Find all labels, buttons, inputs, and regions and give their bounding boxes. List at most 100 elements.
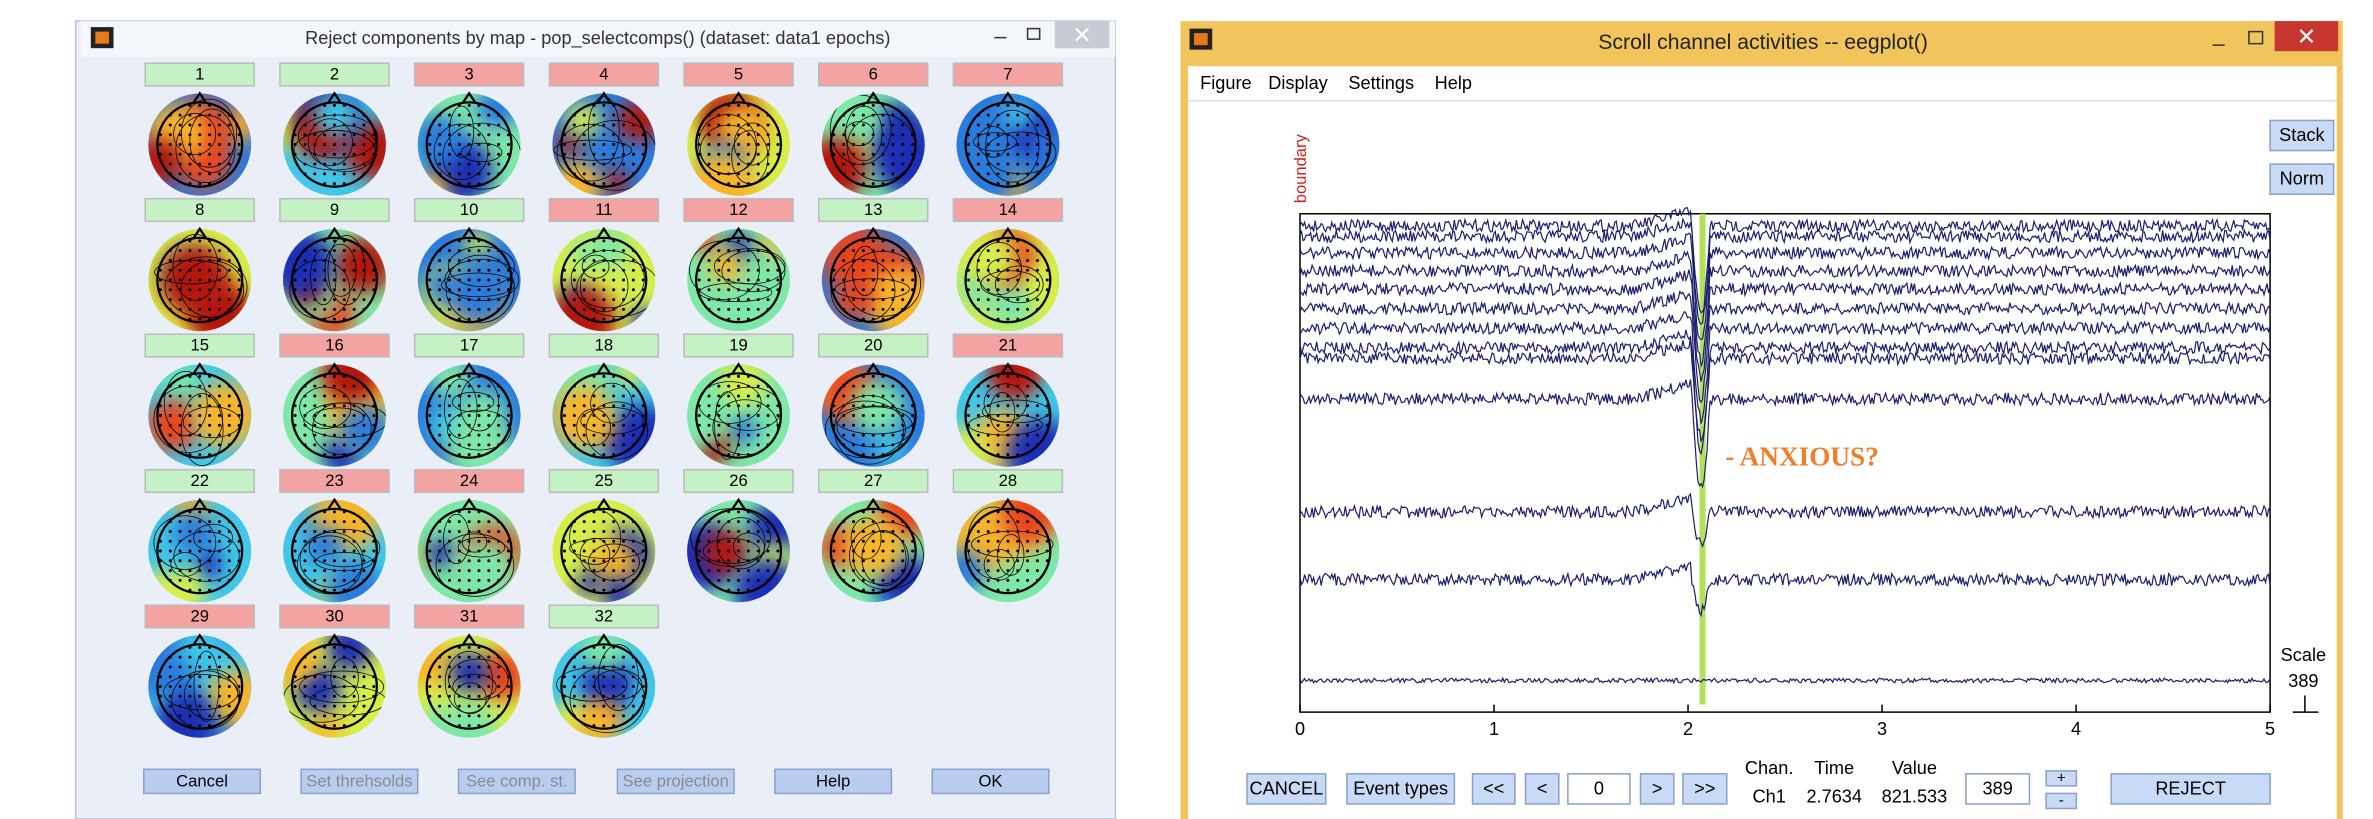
x-tick-label: 5 xyxy=(2265,719,2275,739)
electrode xyxy=(632,540,635,543)
electrode xyxy=(477,172,480,175)
electrode xyxy=(198,665,201,668)
electrode xyxy=(997,114,1000,117)
electrode xyxy=(842,143,845,146)
electrode xyxy=(602,510,605,513)
electrode xyxy=(987,394,990,397)
electrode xyxy=(323,259,326,262)
electrode xyxy=(852,259,855,262)
electrode xyxy=(727,530,730,533)
electrode xyxy=(708,163,711,166)
electrode xyxy=(198,404,201,407)
electrode xyxy=(507,279,510,282)
electrode xyxy=(477,550,480,553)
electrode xyxy=(592,540,595,543)
electrode xyxy=(602,559,605,562)
button-label: < xyxy=(1537,778,1548,798)
electrode xyxy=(767,394,770,397)
electrode xyxy=(583,269,586,272)
electrode xyxy=(852,153,855,156)
electrode xyxy=(891,540,894,543)
electrode xyxy=(169,153,172,156)
electrode xyxy=(1006,394,1009,397)
electrode xyxy=(573,153,576,156)
electrode xyxy=(313,443,316,446)
electrode xyxy=(497,133,500,136)
electrode xyxy=(198,298,201,301)
electrode xyxy=(602,424,605,427)
electrode xyxy=(583,123,586,126)
electrode xyxy=(458,163,461,166)
electrode xyxy=(198,114,201,117)
electrode xyxy=(1016,434,1019,437)
electrode xyxy=(747,308,750,311)
electrode xyxy=(1036,269,1039,272)
electrode xyxy=(179,656,182,659)
electrode xyxy=(602,579,605,582)
electrode xyxy=(602,414,605,417)
electrode xyxy=(372,143,375,146)
electrode xyxy=(448,308,451,311)
electrode xyxy=(333,182,336,185)
electrode xyxy=(458,443,461,446)
electrode xyxy=(353,579,356,582)
electrode xyxy=(592,714,595,717)
electrode xyxy=(612,550,615,553)
electrode xyxy=(997,569,1000,572)
electrode xyxy=(313,308,316,311)
electrode xyxy=(448,695,451,698)
electrode xyxy=(198,569,201,572)
electrode xyxy=(708,550,711,553)
electrode xyxy=(228,705,231,708)
electrode xyxy=(438,434,441,437)
electrode xyxy=(353,705,356,708)
electrode xyxy=(303,288,306,291)
electrode xyxy=(737,259,740,262)
electrode xyxy=(228,123,231,126)
electrode xyxy=(458,143,461,146)
page: Reject components by map - pop_selectcom… xyxy=(0,0,2373,819)
electrode xyxy=(343,414,346,417)
electrode xyxy=(218,434,221,437)
electrode xyxy=(218,394,221,397)
electrode xyxy=(507,685,510,688)
electrode xyxy=(238,279,241,282)
electrode xyxy=(477,695,480,698)
electrode xyxy=(487,133,490,136)
electrode xyxy=(372,685,375,688)
electrode xyxy=(717,540,720,543)
electrode xyxy=(477,133,480,136)
electrode xyxy=(487,288,490,291)
electrode xyxy=(901,123,904,126)
component-label: 24 xyxy=(460,471,479,490)
component-label: 28 xyxy=(999,471,1018,490)
electrode xyxy=(497,394,500,397)
electrode xyxy=(612,443,615,446)
electrode xyxy=(997,143,1000,146)
electrode xyxy=(438,550,441,553)
electrode xyxy=(842,163,845,166)
electrode xyxy=(987,569,990,572)
electrode xyxy=(1026,559,1029,562)
electrode xyxy=(198,705,201,708)
electrode xyxy=(198,695,201,698)
electrode xyxy=(612,385,615,388)
electrode xyxy=(1016,163,1019,166)
electrode xyxy=(333,443,336,446)
menu-item[interactable]: Figure xyxy=(1200,73,1251,93)
electrode xyxy=(747,249,750,252)
electrode xyxy=(159,550,162,553)
electrode xyxy=(592,550,595,553)
electrode xyxy=(592,308,595,311)
electrode xyxy=(727,434,730,437)
electrode xyxy=(438,705,441,708)
menu-item[interactable]: Settings xyxy=(1348,73,1414,93)
electrode xyxy=(159,685,162,688)
electrode xyxy=(622,259,625,262)
menu-item[interactable]: Display xyxy=(1268,73,1328,93)
menu-item[interactable]: Help xyxy=(1435,73,1472,93)
electrode xyxy=(872,249,875,252)
electrode xyxy=(323,530,326,533)
electrode xyxy=(622,520,625,523)
electrode xyxy=(468,579,471,582)
